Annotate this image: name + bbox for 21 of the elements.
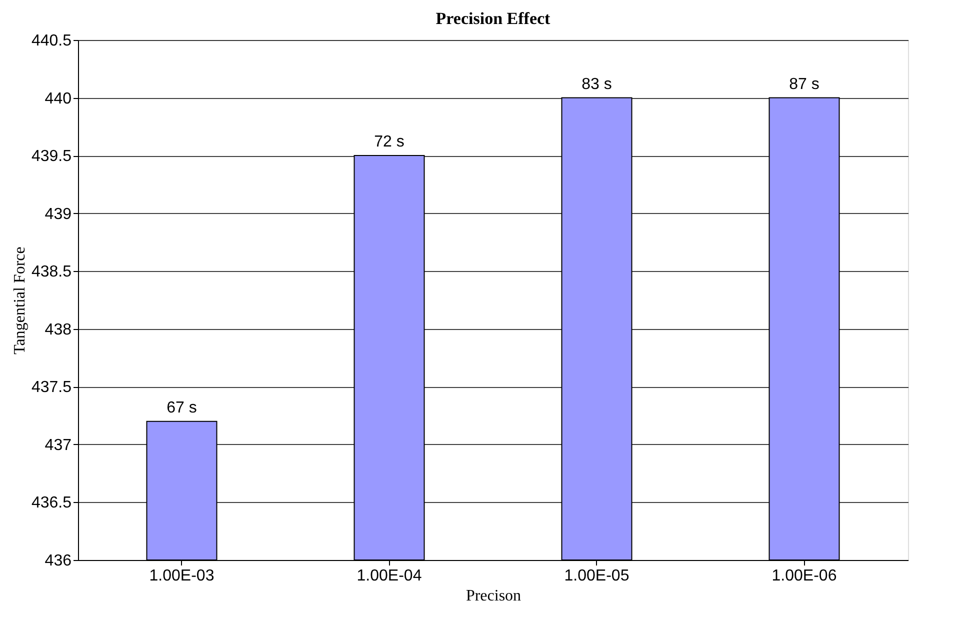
y-tick-label: 440.5 — [31, 32, 72, 50]
annotation: 83 s — [582, 76, 612, 93]
annotation: 72 s — [374, 134, 404, 151]
x-tick-label: 1.00E-06 — [772, 568, 837, 584]
x-tick-label: 1.00E-04 — [356, 568, 422, 584]
chart-title: Precision Effect — [436, 9, 551, 28]
annotation: 87 s — [789, 76, 820, 93]
y-tick-label: 440 — [44, 90, 72, 108]
y-tick-label: 438 — [44, 321, 72, 338]
y-tick-label: 436 — [44, 552, 72, 570]
y-tick-label: 439.5 — [31, 148, 72, 166]
x-axis-title: Precison — [466, 588, 522, 604]
y-tick-label: 437 — [44, 436, 72, 454]
x-tick-label: 1.00E-03 — [149, 568, 214, 584]
annotation: 67 s — [166, 399, 197, 416]
y-tick-label: 438.5 — [31, 264, 72, 281]
y-axis-title: Tangential Force — [11, 246, 28, 354]
y-tick-label: 437.5 — [31, 379, 72, 396]
y-tick-label: 439 — [44, 206, 72, 223]
x-tick-label: 1.00E-05 — [564, 568, 630, 584]
y-tick-label: 436.5 — [31, 494, 72, 512]
